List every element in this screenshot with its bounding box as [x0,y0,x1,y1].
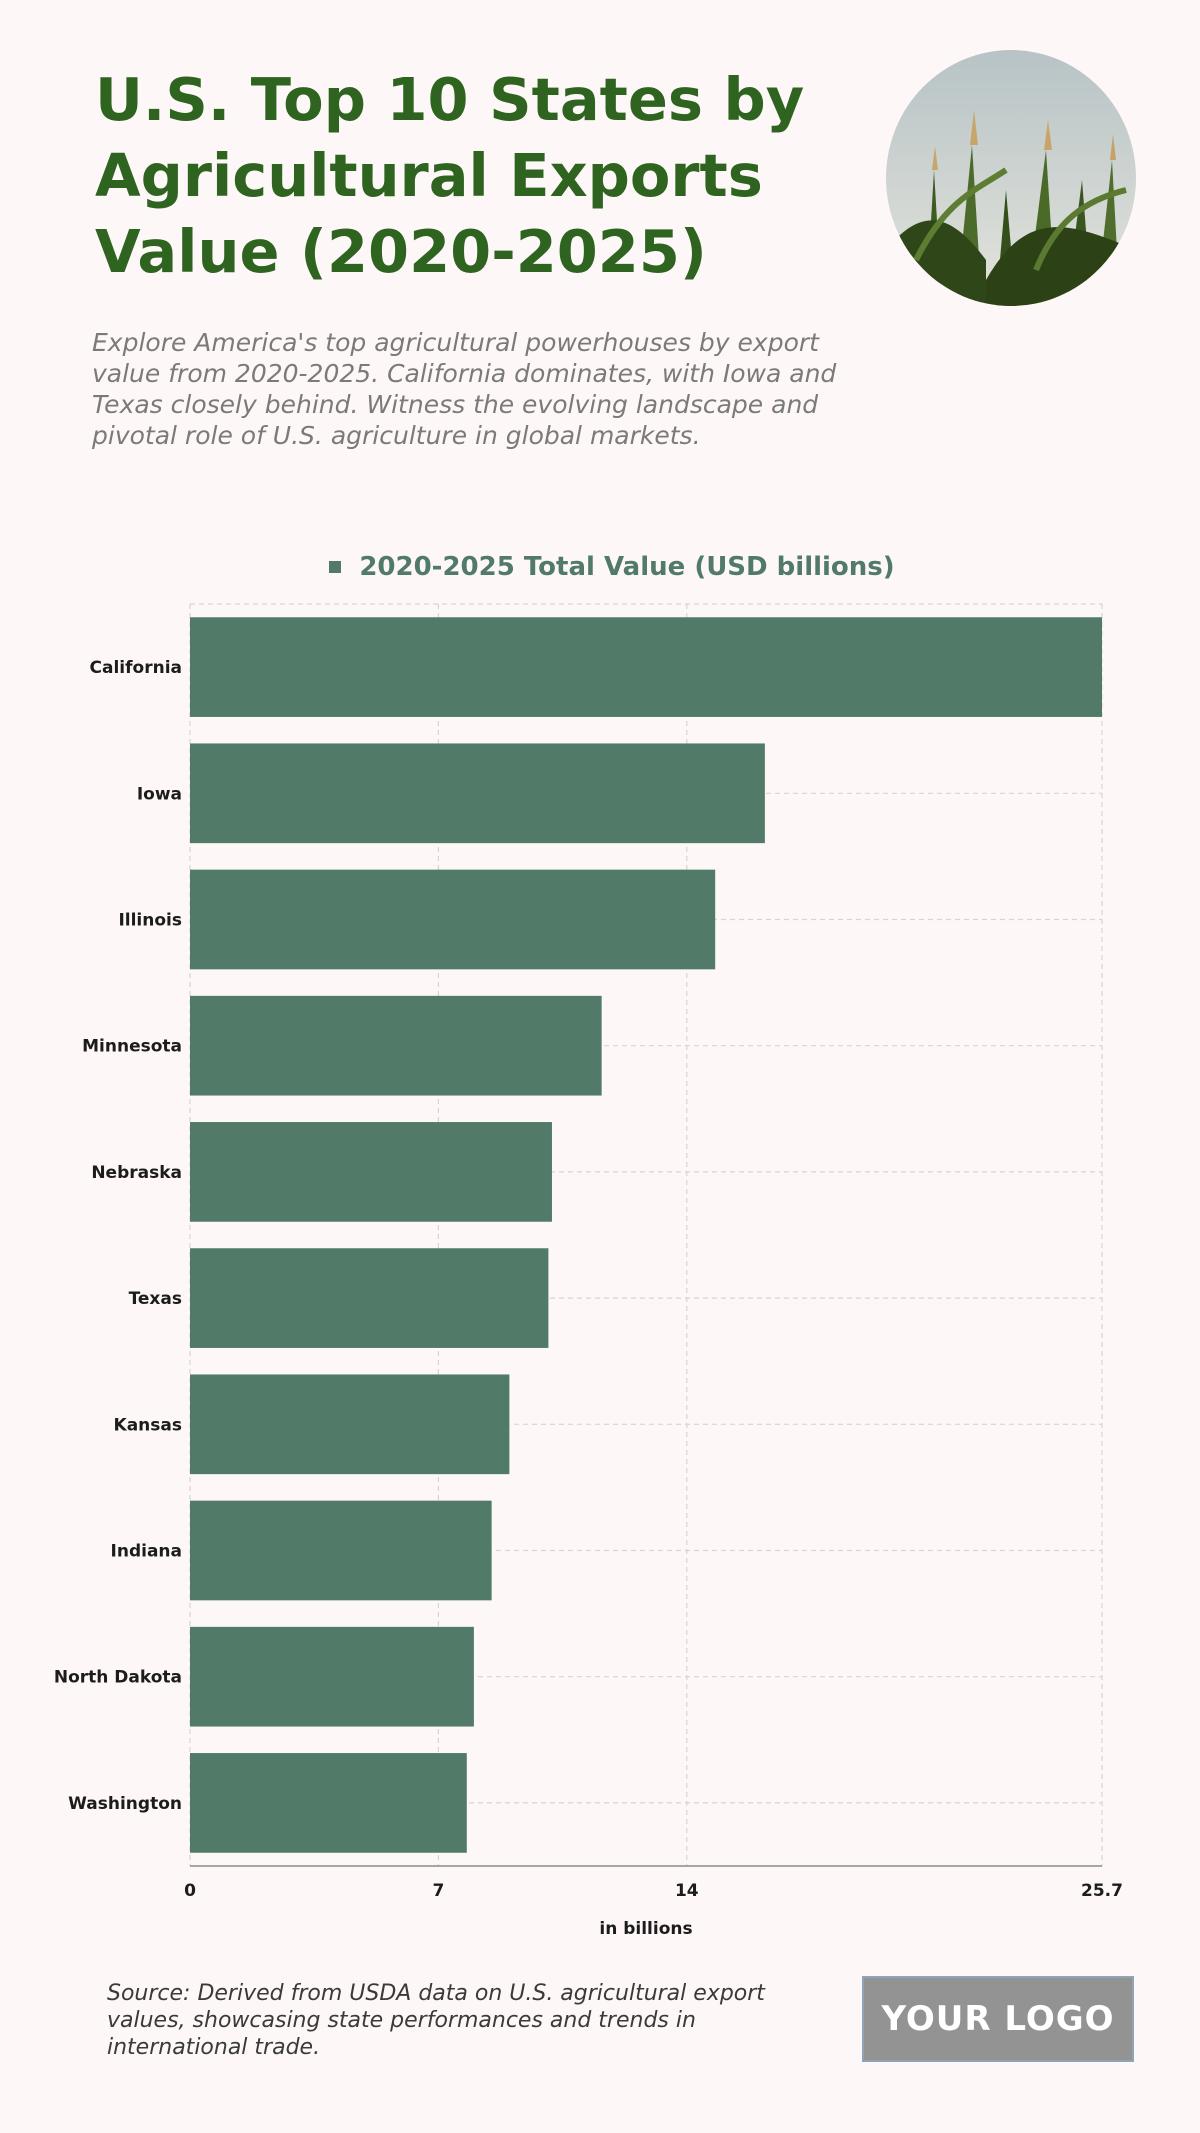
bar [190,1248,549,1348]
category-label: Minnesota [82,1037,182,1057]
source-note: Source: Derived from USDA data on U.S. a… [107,1981,765,2060]
x-tick-label: 0 [184,1881,196,1901]
x-axis-label: in billions [599,1919,692,1939]
category-label: Washington [68,1794,182,1814]
bar [190,1374,510,1475]
category-label: California [90,658,182,678]
bar [190,1122,552,1222]
category-label: North Dakota [54,1668,182,1688]
bar [190,869,716,970]
bar-chart: California Iowa Illinois Minnesota Nebraska T… [54,603,1123,1939]
x-tick-label: 7 [432,1881,444,1901]
bar [190,1753,467,1853]
bar [190,617,1102,717]
legend-label: 2020-2025 Total Value (USD billions) [359,552,895,582]
category-label: Texas [129,1289,182,1309]
category-label: Nebraska [91,1163,182,1183]
chart-legend: 2020-2025 Total Value (USD billions) [0,552,1200,582]
x-tick-label: 25.7 [1081,1881,1123,1901]
legend-swatch [329,561,342,573]
bar [190,743,765,844]
logo-text: YOUR LOGO [881,1999,1115,2039]
category-label: Iowa [137,784,182,804]
page-subtitle: Explore America's top agricultural power… [92,328,837,450]
category-label: Illinois [118,911,182,931]
bar [190,1500,492,1601]
logo-placeholder: YOUR LOGO [862,1976,1134,2062]
category-label: Indiana [111,1542,182,1562]
bar [190,1626,474,1727]
bar [190,995,602,1096]
page-title: U.S. Top 10 States by Agricultural Expor… [95,65,805,286]
x-tick-label: 14 [675,1881,699,1901]
category-label: Kansas [114,1415,182,1435]
